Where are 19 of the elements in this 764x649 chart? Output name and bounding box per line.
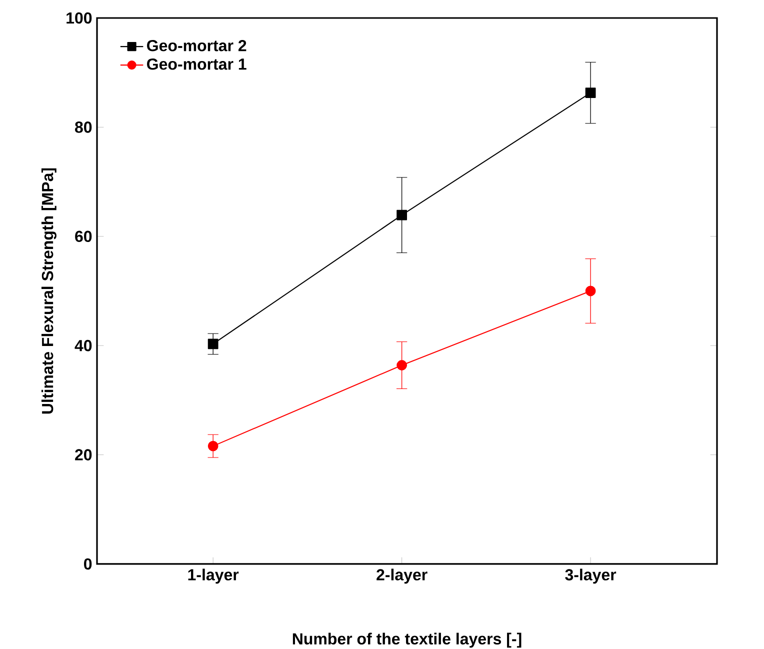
point (396, 360, 408, 370)
y-tick-label: 100 (66, 12, 92, 24)
y-tick-label: 40 (74, 340, 92, 352)
y-tick-label: 20 (75, 449, 92, 460)
x-axis-title: Number of the textile layers [-] (292, 632, 522, 648)
point (585, 286, 596, 296)
y-tick-label: 80 (75, 122, 92, 133)
legend-label: Geo-mortar 2 (147, 40, 246, 52)
point (208, 440, 218, 452)
legend-label: Geo-mortar 1 (147, 58, 246, 70)
y-tick-label: 0 (84, 558, 92, 570)
point (396, 210, 408, 220)
point (585, 88, 596, 98)
x-tick-label: 2-layer (376, 568, 428, 584)
x-tick-label: 1-layer (188, 568, 239, 584)
point (208, 338, 218, 350)
x-tick-label: 3-layer (565, 568, 616, 584)
y-tick-label: 60 (75, 230, 92, 242)
y-axis-title: Ultimate Flexural Strength [MPa] (41, 168, 56, 414)
